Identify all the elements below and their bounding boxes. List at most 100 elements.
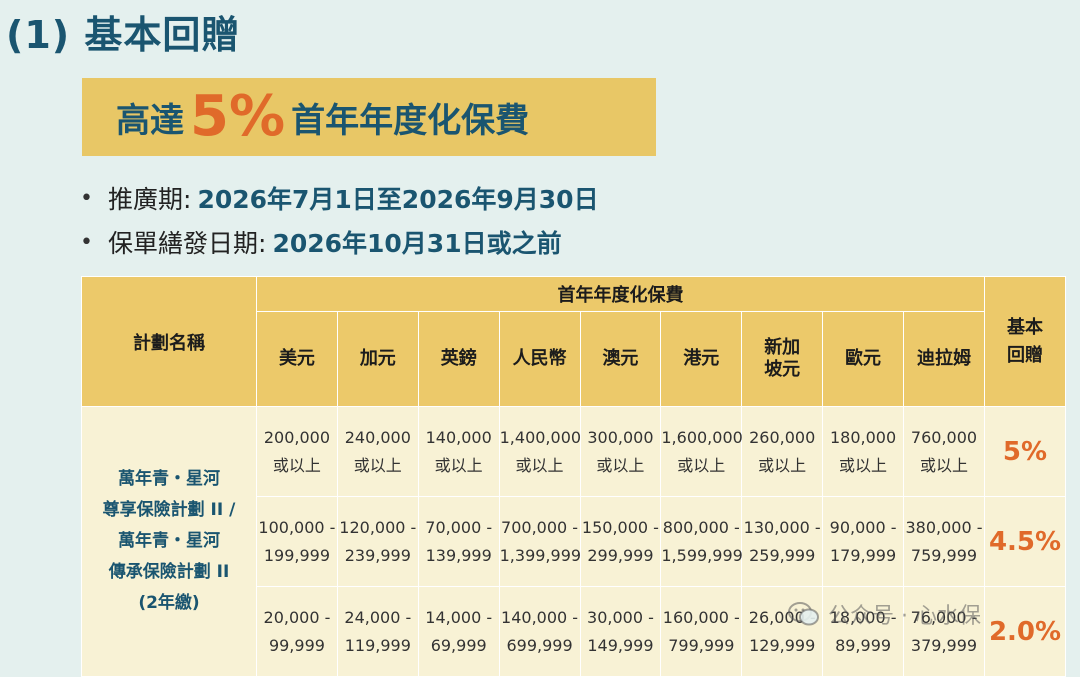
premium-range-line: 1,599,999 bbox=[661, 545, 743, 565]
promo-period-value: 2026年7月1日至2026年9月30日 bbox=[197, 185, 599, 214]
currency-header-cad: 加元 bbox=[336, 311, 419, 407]
premium-range-line: 759,999 bbox=[910, 545, 978, 565]
premium-range-line: 140,000 bbox=[425, 427, 492, 447]
issue-date-label: 保單繕發日期: bbox=[108, 229, 267, 258]
bonus-table: 計劃名稱 首年年度化保費 基本回贈 美元 加元 英鎊 人民幣 澳元 港元 新加坡… bbox=[81, 276, 1066, 677]
premium-range-line: 或以上 bbox=[758, 455, 807, 475]
table-row: 萬年青・星河 尊享保險計劃 II / 萬年青・星河 傳承保險計劃 II (2年繳) 200… bbox=[81, 406, 1066, 677]
premium-range-line: 299,999 bbox=[587, 545, 654, 565]
premium-range-line: 139,999 bbox=[425, 545, 492, 565]
premium-range-line: 20,000 - bbox=[263, 607, 331, 627]
premium-range-line: 129,999 bbox=[749, 635, 816, 655]
premium-range-line: 160,000 - bbox=[662, 607, 740, 627]
currency-header-sgd: 新加坡元 bbox=[741, 311, 824, 407]
premium-range-line: 或以上 bbox=[677, 455, 726, 475]
premium-range-line: 200,000 bbox=[263, 427, 331, 447]
premium-range-cell: 150,000 - 299,999 bbox=[579, 496, 662, 587]
premium-range-cell: 140,000 - 699,999 bbox=[498, 586, 581, 677]
currency-header-sgd-text: 新加坡元 bbox=[764, 337, 801, 380]
bonus-header: 基本回贈 bbox=[984, 276, 1066, 407]
premium-range-line: 1,399,999 bbox=[499, 545, 582, 565]
wechat-icon bbox=[788, 601, 820, 627]
premium-range-cell: 1,600,000 或以上 bbox=[660, 406, 743, 497]
premium-range-line: 70,000 - bbox=[425, 517, 493, 537]
premium-range-cell: 200,000 或以上 bbox=[256, 406, 338, 497]
premium-range-line: 或以上 bbox=[434, 455, 483, 475]
issue-date-value: 2026年10月31日或之前 bbox=[272, 229, 562, 258]
premium-range-line: 240,000 bbox=[344, 427, 411, 447]
premium-range-line: 或以上 bbox=[272, 455, 321, 475]
section-title: (1) 基本回贈 bbox=[6, 13, 241, 57]
premium-range-line: 379,999 bbox=[910, 635, 978, 655]
premium-range-cell: 380,000 - 759,999 bbox=[903, 496, 985, 587]
table-row: 20,000 - 99,999 24,000 - 119,999 14,000 - 69,… bbox=[82, 586, 1066, 677]
premium-range-line: 或以上 bbox=[596, 455, 645, 475]
premium-range-line: 69,999 bbox=[430, 635, 487, 655]
promo-details-list: • 推廣期: 2026年7月1日至2026年9月30日 • 保單繕發日期: 20… bbox=[80, 178, 599, 266]
premium-range-line: 149,999 bbox=[587, 635, 654, 655]
premium-range-line: 90,000 - bbox=[829, 517, 897, 537]
watermark: 公众号 · 心水保 bbox=[788, 598, 981, 630]
premium-range-line: 260,000 bbox=[749, 427, 816, 447]
premium-range-cell: 140,000 或以上 bbox=[417, 406, 500, 497]
premium-range-line: 30,000 - bbox=[587, 607, 654, 627]
plan-name-line: 萬年青・星河 bbox=[118, 469, 220, 489]
bullet-icon: • bbox=[80, 185, 93, 211]
premium-range-cell: 260,000 或以上 bbox=[741, 406, 824, 497]
list-item-promo-period: • 推廣期: 2026年7月1日至2026年9月30日 bbox=[80, 178, 599, 218]
bonus-rate-cell: 4.5% bbox=[984, 496, 1066, 587]
premium-range-cell: 100,000 - 199,999 bbox=[256, 496, 338, 587]
bonus-header-text: 基本回贈 bbox=[1007, 316, 1043, 366]
premium-range-line: 179,999 bbox=[829, 545, 897, 565]
premium-range-cell: 180,000 或以上 bbox=[822, 406, 904, 497]
premium-range-line: 180,000 bbox=[829, 427, 897, 447]
plan-name-header: 計劃名稱 bbox=[81, 276, 257, 407]
plan-name-cell: 萬年青・星河 尊享保險計劃 II / 萬年青・星河 傳承保險計劃 II (2年繳) bbox=[81, 406, 257, 677]
premium-range-line: 14,000 - bbox=[425, 607, 493, 627]
promo-suffix: 首年年度化保費 bbox=[291, 100, 530, 141]
premium-range-cell: 760,000 或以上 bbox=[903, 406, 985, 497]
premium-range-line: 120,000 - bbox=[339, 517, 417, 537]
bullet-icon: • bbox=[80, 229, 93, 255]
premium-range-line: 或以上 bbox=[839, 455, 888, 475]
premium-range-line: 799,999 bbox=[668, 635, 735, 655]
promo-percentage: 5% bbox=[190, 84, 286, 149]
premium-range-line: 239,999 bbox=[344, 545, 411, 565]
premium-range-cell: 120,000 - 239,999 bbox=[336, 496, 419, 587]
premium-range-line: 24,000 - bbox=[344, 607, 412, 627]
watermark-text: 公众号 · 心水保 bbox=[828, 604, 981, 629]
premium-range-cell: 1,400,000 或以上 bbox=[498, 406, 582, 497]
premium-range-line: 或以上 bbox=[919, 455, 968, 475]
plan-name-line: (2年繳) bbox=[138, 593, 200, 613]
premium-range-cell: 240,000 或以上 bbox=[336, 406, 419, 497]
plan-name-line: 萬年青・星河 bbox=[118, 531, 220, 551]
premium-range-cell: 70,000 - 139,999 bbox=[417, 496, 500, 587]
premium-range-line: 199,999 bbox=[263, 545, 331, 565]
premium-range-line: 259,999 bbox=[749, 545, 816, 565]
premium-range-line: 130,000 - bbox=[743, 517, 821, 537]
plan-name-line: 傳承保險計劃 II bbox=[108, 562, 230, 582]
premium-range-line: 119,999 bbox=[344, 635, 411, 655]
premium-range-line: 800,000 - bbox=[662, 517, 740, 537]
premium-range-cell: 24,000 - 119,999 bbox=[336, 586, 419, 677]
premium-range-line: 699,999 bbox=[506, 635, 573, 655]
premium-range-cell: 800,000 - 1,599,999 bbox=[660, 496, 743, 587]
premium-range-cell: 90,000 - 179,999 bbox=[822, 496, 904, 587]
list-item-issue-date: • 保單繕發日期: 2026年10月31日或之前 bbox=[80, 222, 599, 262]
premium-header: 首年年度化保費 bbox=[256, 276, 985, 312]
promo-banner: 高達 5% 首年年度化保費 bbox=[82, 78, 656, 156]
premium-range-line: 300,000 bbox=[587, 427, 654, 447]
currency-header-rmb: 人民幣 bbox=[498, 311, 581, 407]
bonus-rate-cell: 5% bbox=[984, 406, 1066, 497]
promo-prefix: 高達 bbox=[116, 100, 184, 141]
premium-range-line: 18,000 - bbox=[829, 607, 897, 627]
currency-header-aud: 澳元 bbox=[579, 311, 662, 407]
plan-name-line: 尊享保險計劃 II / bbox=[102, 500, 236, 520]
premium-range-line: 380,000 - bbox=[905, 517, 983, 537]
premium-range-cell: 300,000 或以上 bbox=[579, 406, 662, 497]
currency-header-gbp: 英鎊 bbox=[417, 311, 500, 407]
premium-range-cell: 130,000 - 259,999 bbox=[741, 496, 824, 587]
premium-range-line: 89,999 bbox=[835, 635, 892, 655]
premium-range-line: 1,400,000 bbox=[499, 427, 582, 447]
premium-range-line: 或以上 bbox=[353, 455, 402, 475]
